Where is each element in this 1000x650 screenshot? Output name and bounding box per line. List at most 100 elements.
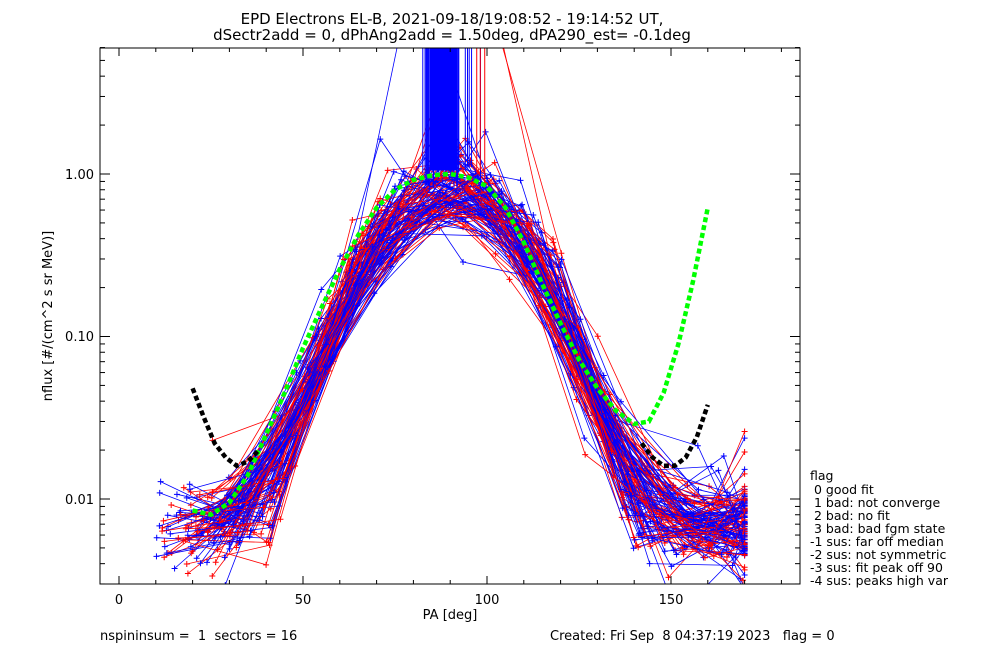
series-trace [196, 201, 745, 525]
x-tick-label-150: 150 [659, 593, 684, 608]
data-point [194, 528, 201, 535]
data-point [630, 545, 637, 552]
data-point [460, 259, 467, 266]
data-point [741, 486, 748, 493]
data-point [700, 513, 707, 520]
data-point [705, 542, 712, 549]
data-point [299, 386, 306, 393]
data-point [558, 256, 565, 263]
x-tick-label-50: 50 [295, 593, 312, 608]
data-point [445, 212, 452, 219]
series-trace [163, 162, 744, 581]
flag-legend-entry: -1 sus: far off median [810, 534, 944, 549]
data-point [558, 250, 565, 257]
data-point [741, 520, 748, 527]
data-point [171, 565, 178, 572]
data-point [226, 529, 233, 536]
data-point [276, 478, 283, 485]
data-point [555, 264, 562, 271]
x-tick-label-100: 100 [475, 593, 500, 608]
data-point [653, 505, 660, 512]
data-point [164, 512, 171, 519]
data-point [674, 491, 681, 498]
data-point [581, 435, 588, 442]
data-point [582, 451, 589, 458]
data-point [384, 167, 391, 174]
data-point [186, 486, 193, 493]
data-point [517, 177, 524, 184]
data-point [732, 554, 739, 561]
data-point [326, 300, 333, 307]
data-point [720, 532, 727, 539]
data-point [736, 531, 743, 538]
data-point [186, 481, 193, 488]
data-point [376, 232, 383, 239]
data-point [636, 530, 643, 537]
data-point [742, 586, 748, 592]
data-point [624, 471, 631, 478]
series-trace [164, 179, 745, 542]
data-point [187, 543, 194, 550]
data-point [212, 559, 219, 566]
data-point [630, 534, 637, 541]
data-point [265, 521, 272, 528]
data-point [496, 177, 503, 184]
data-point [742, 586, 748, 592]
series-trace [207, 156, 745, 533]
data-point [233, 544, 240, 551]
data-point [701, 554, 708, 561]
data-point [266, 522, 273, 529]
data-point [183, 494, 190, 501]
data-point [680, 551, 687, 558]
data-point [168, 501, 175, 508]
data-point [243, 499, 250, 506]
data-point [617, 398, 624, 405]
data-point [695, 486, 702, 493]
data-point [400, 168, 407, 175]
data-point [741, 428, 748, 435]
data-point [547, 252, 554, 259]
data-point [646, 560, 653, 567]
data-point [258, 530, 265, 537]
data-point [279, 475, 286, 482]
data-point [203, 515, 210, 522]
data-point [525, 220, 532, 227]
data-point [741, 512, 748, 519]
data-point [731, 542, 738, 549]
data-point [223, 492, 230, 499]
data-point [408, 214, 415, 221]
data-point [475, 189, 482, 196]
data-point [530, 211, 537, 218]
axes-group [100, 47, 800, 585]
data-point [157, 478, 164, 485]
data-point [700, 496, 707, 503]
data-point [188, 550, 195, 557]
flag-legend-header: flag [810, 468, 833, 483]
data-point [657, 491, 664, 498]
series-trace [191, 191, 745, 549]
data-point [535, 302, 542, 309]
data-point [566, 304, 573, 311]
data-point [400, 201, 407, 208]
flag-legend: flag 0 good fit 1 bad: not converge 2 ba… [810, 468, 949, 588]
data-point [741, 533, 748, 540]
series-trace [220, 189, 745, 507]
data-point [387, 263, 394, 270]
data-point [740, 525, 747, 532]
data-point [204, 529, 211, 536]
data-point [271, 498, 278, 505]
data-point [217, 534, 224, 541]
green-fit-curve [192, 171, 711, 518]
data-point [715, 467, 722, 474]
data-point [478, 232, 485, 239]
data-point [161, 538, 168, 545]
data-point [246, 533, 253, 540]
data-point [337, 253, 344, 260]
data-point [462, 218, 469, 225]
data-point [565, 356, 572, 363]
data-point [608, 448, 615, 455]
data-point [679, 545, 686, 552]
data-point [741, 435, 748, 442]
data-point [690, 513, 697, 520]
data-point [173, 491, 180, 498]
